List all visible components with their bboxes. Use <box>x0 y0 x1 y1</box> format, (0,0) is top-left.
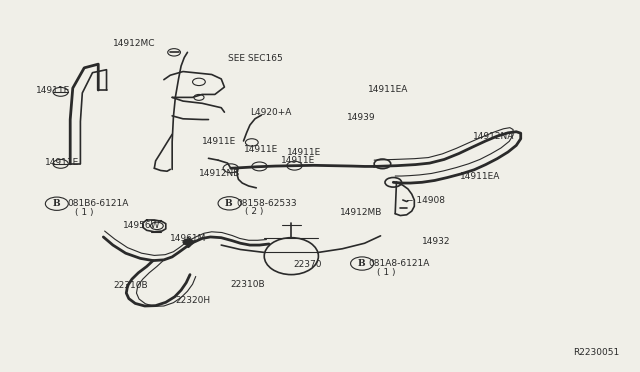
Text: 14912MB: 14912MB <box>340 208 383 217</box>
Text: 14911EA: 14911EA <box>460 172 500 181</box>
Text: 14911E: 14911E <box>36 86 70 94</box>
Text: ( 1 ): ( 1 ) <box>75 208 93 217</box>
Text: 081A8-6121A: 081A8-6121A <box>369 259 430 268</box>
Text: 14961M: 14961M <box>170 234 207 243</box>
Text: 14939: 14939 <box>348 113 376 122</box>
Text: 14911E: 14911E <box>280 156 315 166</box>
Text: 22370: 22370 <box>293 260 322 269</box>
Text: B: B <box>225 199 233 208</box>
Text: 14912NB: 14912NB <box>199 169 240 177</box>
Text: L4920+A: L4920+A <box>250 108 291 117</box>
Text: 14912NA: 14912NA <box>473 132 515 141</box>
Text: 14911E: 14911E <box>287 148 321 157</box>
Text: 14911E: 14911E <box>202 137 236 146</box>
Circle shape <box>183 239 193 245</box>
Text: 22310B: 22310B <box>113 281 148 290</box>
Text: 14912MC: 14912MC <box>113 39 156 48</box>
Text: 08158-62533: 08158-62533 <box>236 199 296 208</box>
Text: ( 1 ): ( 1 ) <box>378 268 396 277</box>
Text: 14932: 14932 <box>422 237 451 246</box>
Text: 14911E: 14911E <box>244 145 278 154</box>
Text: 14911EA: 14911EA <box>368 85 408 94</box>
Text: 22310B: 22310B <box>231 280 266 289</box>
Text: SEE SEC165: SEE SEC165 <box>228 54 282 63</box>
Text: 22320H: 22320H <box>175 296 211 305</box>
Text: 14956W: 14956W <box>122 221 160 230</box>
Text: ( 2 ): ( 2 ) <box>246 207 264 217</box>
Text: − 14908: − 14908 <box>406 196 445 205</box>
Text: B: B <box>358 259 365 268</box>
Text: R2230051: R2230051 <box>573 347 620 357</box>
Text: 14911E: 14911E <box>45 157 79 167</box>
Text: 081B6-6121A: 081B6-6121A <box>68 199 129 208</box>
Text: B: B <box>52 199 60 208</box>
